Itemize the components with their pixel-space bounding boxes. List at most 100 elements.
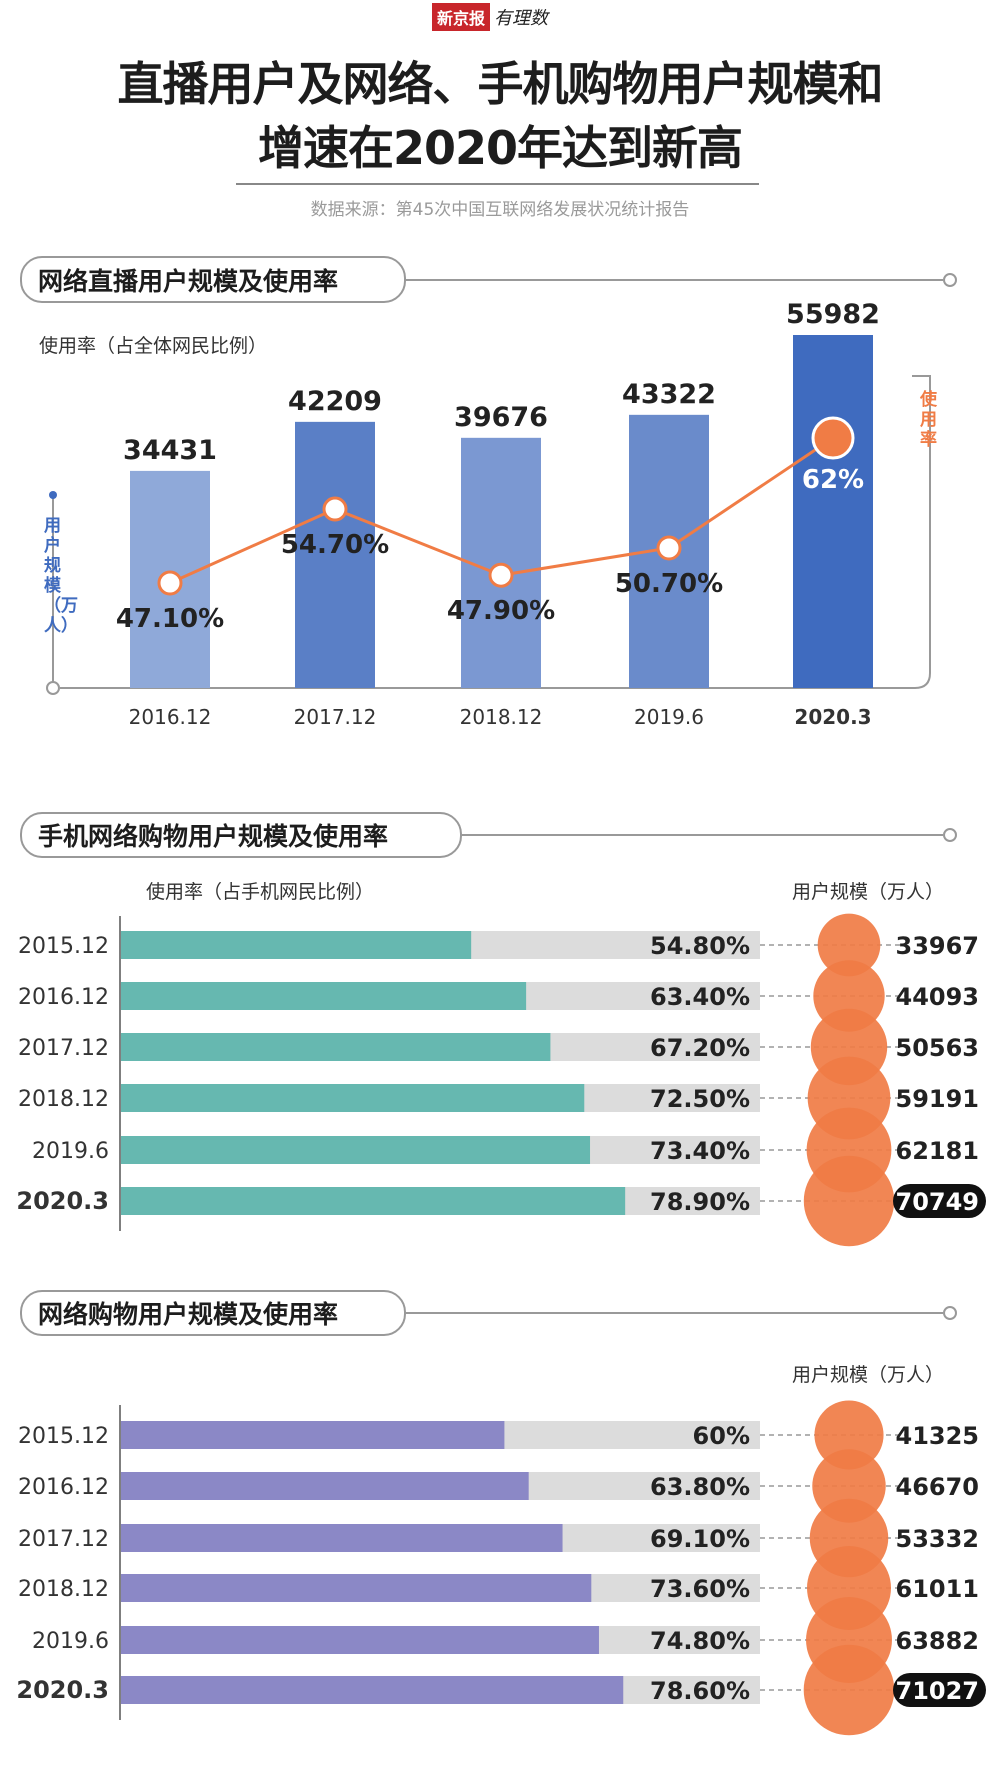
bar-value-label: 34431 <box>123 435 217 466</box>
live-chart: 34431 2016.12 42209 2017.12 39676 2018.12 4332… <box>46 300 931 729</box>
size-label: 70749 <box>896 1188 980 1216</box>
rate-label: 60% <box>693 1422 750 1450</box>
section-title-mobile: 手机网络购物用户规模及使用率 <box>20 812 462 858</box>
bar-value-label: 42209 <box>288 386 382 417</box>
size-label: 59191 <box>896 1085 980 1113</box>
section-line <box>400 279 943 281</box>
left-axis-dot-icon <box>49 491 57 499</box>
size-label: 53332 <box>896 1525 980 1553</box>
section-title-live: 网络直播用户规模及使用率 <box>20 256 406 303</box>
logo: 新京报 有理数 <box>432 3 548 31</box>
category-label: 2015.12 <box>18 1424 109 1449</box>
x-tick-label: 2017.12 <box>294 705 377 729</box>
mobile-shopping-chart: 2015.12 54.80% 2016.12 63.40% 2017.12 67.20% 2… <box>16 913 986 1247</box>
bar <box>121 1187 626 1215</box>
category-label: 2020.3 <box>16 1676 109 1704</box>
bar <box>121 1472 529 1500</box>
rate-label: 73.40% <box>650 1137 750 1165</box>
size-bubble <box>817 913 881 977</box>
rate-label: 62% <box>802 465 864 495</box>
page-title-line2: 增速在2020年达到新高 <box>257 121 743 175</box>
category-label: 2018.12 <box>18 1577 109 1602</box>
size-label: 61011 <box>896 1575 980 1603</box>
rate-label: 50.70% <box>615 569 723 599</box>
highlight-pill <box>893 1673 986 1707</box>
rate-point <box>322 496 348 522</box>
category-label: 2017.12 <box>18 1036 109 1061</box>
rate-label: 47.10% <box>116 604 224 634</box>
left-axis-end-icon <box>46 681 60 695</box>
bar <box>121 931 472 959</box>
rate-label: 67.20% <box>650 1034 750 1062</box>
size-label: 33967 <box>896 932 980 960</box>
rate-label: 73.60% <box>650 1575 750 1603</box>
size-label: 44093 <box>896 983 980 1011</box>
bar <box>295 421 375 688</box>
rate-label: 54.80% <box>650 932 750 960</box>
category-label: 2018.12 <box>18 1087 109 1112</box>
category-label: 2019.6 <box>32 1629 109 1654</box>
bar <box>121 1033 551 1061</box>
size-label: 71027 <box>896 1677 980 1705</box>
bar <box>121 1136 591 1164</box>
logo-brand: 新京报 <box>432 3 491 31</box>
size-bubble <box>803 1644 895 1736</box>
size-bubble <box>814 1400 884 1470</box>
rate-label: 63.40% <box>650 983 750 1011</box>
rate-point <box>811 416 855 460</box>
title-divider <box>236 183 759 185</box>
section-title-online: 网络购物用户规模及使用率 <box>20 1290 406 1336</box>
section-line-end-icon <box>943 828 957 842</box>
rate-label: 63.80% <box>650 1473 750 1501</box>
section-line <box>400 1312 943 1314</box>
right-bracket-axis <box>60 375 931 689</box>
rate-label: 使用率（占手机网民比例） <box>146 881 375 903</box>
y-axis-left-label: 用户规模（万人） <box>44 516 78 636</box>
rate-label: 使用率（占全体网民比例） <box>39 335 268 357</box>
x-tick-label: 2018.12 <box>460 705 543 729</box>
size-label: 46670 <box>896 1473 980 1501</box>
bar <box>121 982 527 1010</box>
rate-label: 78.60% <box>650 1677 750 1705</box>
size-label: 用户规模（万人） <box>792 881 945 903</box>
x-tick-label: 2020.3 <box>794 705 871 729</box>
bar <box>793 335 873 688</box>
data-source: 数据来源：第45次中国互联网络发展状况统计报告 <box>310 200 690 220</box>
size-label: 41325 <box>896 1422 980 1450</box>
section-line-end-icon <box>943 273 957 287</box>
category-label: 2020.3 <box>16 1187 109 1215</box>
rate-point <box>656 535 682 561</box>
size-label: 50563 <box>896 1034 980 1062</box>
category-label: 2019.6 <box>32 1139 109 1164</box>
highlight-pill <box>893 1184 986 1218</box>
bar-value-label: 55982 <box>786 300 880 330</box>
online-shopping-chart: 2015.12 60% 2016.12 63.80% 2017.12 69.10% 2018… <box>16 1400 986 1736</box>
rate-label: 78.90% <box>650 1188 750 1216</box>
section-line <box>440 834 943 836</box>
bar <box>121 1626 599 1654</box>
rate-label: 54.70% <box>281 530 389 560</box>
category-label: 2017.12 <box>18 1527 109 1552</box>
bar <box>121 1421 505 1449</box>
size-bubble <box>803 1155 895 1247</box>
category-label: 2016.12 <box>18 985 109 1010</box>
size-label: 63882 <box>896 1627 980 1655</box>
rate-label: 47.90% <box>447 596 555 626</box>
size-label: 62181 <box>896 1137 980 1165</box>
bar <box>121 1676 624 1704</box>
bar <box>121 1524 563 1552</box>
category-label: 2015.12 <box>18 934 109 959</box>
size-label: 用户规模（万人） <box>792 1364 945 1386</box>
bar-value-label: 43322 <box>622 379 716 410</box>
rate-label: 74.80% <box>650 1627 750 1655</box>
y-axis-right-label: 使用率 <box>920 390 937 450</box>
bar <box>121 1084 585 1112</box>
rate-label: 69.10% <box>650 1525 750 1553</box>
rate-label: 72.50% <box>650 1085 750 1113</box>
rate-point <box>488 562 514 588</box>
page-title-line1: 直播用户及网络、手机购物用户规模和 <box>117 57 884 111</box>
category-label: 2016.12 <box>18 1475 109 1500</box>
bar <box>121 1574 592 1602</box>
rate-point <box>157 570 183 596</box>
x-tick-label: 2016.12 <box>129 705 212 729</box>
